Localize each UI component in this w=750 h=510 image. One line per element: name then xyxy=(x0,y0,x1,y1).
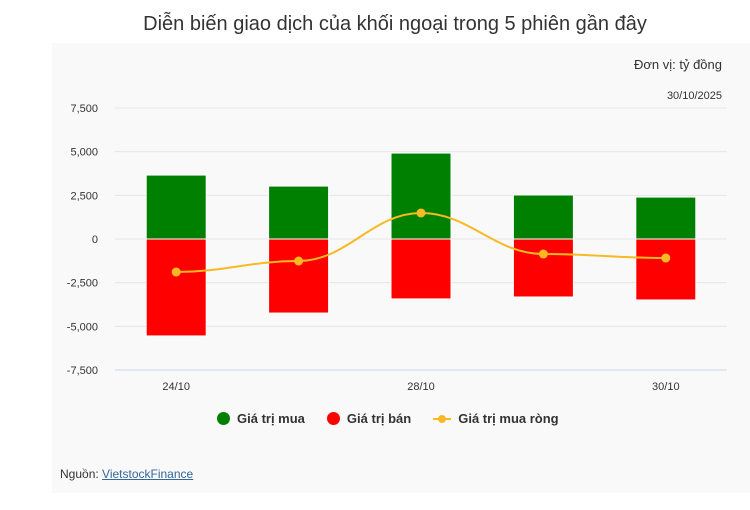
sell-bar[interactable] xyxy=(390,238,452,300)
net-value-point[interactable] xyxy=(416,208,426,218)
chart-panel: 7,500 5,000 2,500 0 -2,500 -5,000 -7,500 24/10 2… xyxy=(52,43,750,493)
sell-bar[interactable] xyxy=(512,238,574,298)
sell-bar[interactable] xyxy=(145,238,207,337)
buy-bar[interactable] xyxy=(268,185,330,240)
x-tick-label: 24/10 xyxy=(162,381,190,393)
legend-label: Giá trị bán xyxy=(346,411,412,426)
date-label: 30/10/2025 xyxy=(666,90,722,102)
source-label: Nguồn: xyxy=(60,467,99,481)
y-tick-label: 2,500 xyxy=(70,190,98,202)
legend-item-buy[interactable]: Giá trị mua xyxy=(217,411,305,426)
legend-marker-icon xyxy=(326,412,340,425)
buy-bar[interactable] xyxy=(635,196,697,240)
legend-item-net[interactable]: Giá trị mua ròng xyxy=(433,411,559,426)
y-tick-label: -2,500 xyxy=(67,278,98,290)
net-value-point[interactable] xyxy=(294,256,304,266)
y-tick-label: 5,000 xyxy=(70,147,98,159)
unit-label: Đơn vị: tỷ đồng xyxy=(633,57,722,72)
legend-line-marker-icon xyxy=(433,414,452,423)
y-tick-label: 0 xyxy=(92,234,98,246)
y-tick-label: 7,500 xyxy=(70,103,98,115)
chart-title: Diễn biến giao dịch của khối ngoại trong… xyxy=(143,13,647,35)
buy-bar[interactable] xyxy=(390,152,452,240)
source: Nguồn: VietstockFinance xyxy=(60,467,193,481)
legend: Giá trị mua Giá trị bán Giá trị mua ròng xyxy=(217,411,559,426)
legend-marker-icon xyxy=(217,412,230,425)
buy-bar[interactable] xyxy=(145,174,207,240)
sell-bar[interactable] xyxy=(635,238,697,301)
legend-label: Giá trị mua xyxy=(237,411,305,426)
net-value-point[interactable] xyxy=(171,267,181,277)
y-tick-label: -5,000 xyxy=(67,321,98,333)
legend-label: Giá trị mua ròng xyxy=(458,411,559,426)
buy-bar[interactable] xyxy=(512,194,574,240)
y-tick-label: -7,500 xyxy=(67,365,98,377)
legend-item-sell[interactable]: Giá trị bán xyxy=(326,411,412,426)
chart-svg: 7,500 5,000 2,500 0 -2,500 -5,000 -7,500 24/10 2… xyxy=(67,103,727,393)
sell-bar[interactable] xyxy=(268,238,330,314)
source-link[interactable]: VietstockFinance xyxy=(102,467,194,481)
net-value-point[interactable] xyxy=(538,249,548,259)
x-tick-label: 28/10 xyxy=(407,381,435,393)
x-tick-label: 30/10 xyxy=(652,381,680,393)
net-value-point[interactable] xyxy=(661,253,671,263)
